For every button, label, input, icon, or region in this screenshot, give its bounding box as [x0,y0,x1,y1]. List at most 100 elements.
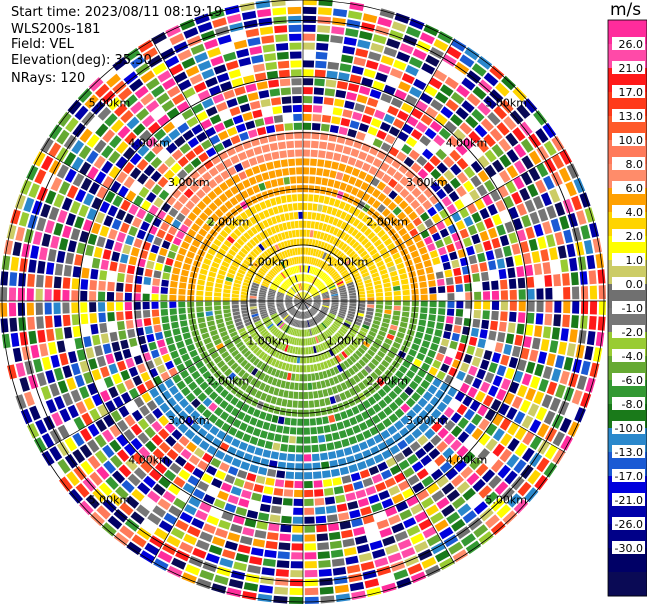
ppi-gate [480,359,490,371]
ppi-gate [281,362,287,370]
ppi-gate [408,348,417,357]
ppi-gate [431,408,442,420]
ppi-gate [559,370,570,385]
ppi-gate [162,490,176,503]
ppi-gate [219,411,230,421]
ppi-gate [278,351,284,360]
ppi-gate [496,388,507,401]
colorbar-tick-label: -1.0 [622,302,643,315]
ppi-gate [392,493,405,504]
ppi-gate [230,486,242,496]
ppi-gate [294,481,303,489]
ppi-gate [184,429,196,440]
ppi-gate [133,396,145,408]
ppi-gate [218,519,231,530]
ppi-gate [488,385,499,397]
ppi-gate [338,310,346,315]
ppi-gate [345,492,357,502]
ppi-gate [226,342,235,350]
ppi-gate [151,434,163,446]
ppi-gate [304,329,307,337]
ppi-gate [341,475,352,484]
ppi-gate [383,313,391,319]
ppi-gate [436,497,450,510]
ppi-gate [588,316,597,330]
ppi-gate [304,302,310,308]
ppi-gate [183,462,196,473]
ppi-gate [152,505,166,518]
ppi-gate [289,382,295,390]
ppi-gate [240,489,252,499]
ppi-gate [282,426,290,434]
ppi-gate [285,335,290,343]
ppi-gate [324,496,336,505]
ppi-gate [299,320,301,328]
ppi-gate [490,521,506,536]
ppi-gate [281,515,292,524]
ppi-gate [460,466,474,479]
ppi-gate [303,311,305,319]
ppi-gate [206,515,220,526]
ppi-gate [270,396,278,405]
ppi-gate [371,502,383,513]
ppi-gate [317,325,323,332]
ppi-gate [554,301,562,313]
ppi-gate [468,365,478,376]
ppi-gate [294,319,298,327]
ppi-gate [303,427,310,435]
ppi-gate [289,427,297,435]
ppi-gate [349,305,357,309]
ppi-gate [260,392,268,401]
ppi-gate [342,324,350,330]
ppi-gate [336,384,343,393]
ppi-gate [282,324,288,331]
ppi-gate [94,434,107,448]
ppi-gate [227,358,236,367]
ppi-gate [262,449,272,458]
ppi-gate [276,341,282,349]
ppi-gate [279,342,285,350]
ppi-gate [491,352,501,364]
ppi-gate [267,468,277,477]
ppi-gate [345,317,353,323]
ppi-gate [231,457,242,468]
ppi-gate [332,567,347,576]
ppi-gate [235,449,245,460]
ppi-gate [332,323,339,329]
ppi-gate [313,327,318,335]
ppi-gate [185,392,196,403]
ppi-gate [534,325,543,338]
ppi-gate [319,310,327,316]
ppi-gate [286,345,291,353]
ppi-gate [256,338,264,346]
ppi-gate [183,375,194,385]
ppi-gate [169,385,179,396]
ppi-gate [332,376,340,384]
ppi-gate [339,308,347,313]
ppi-gate [323,361,329,369]
ppi-gate [329,540,342,549]
ppi-gate [384,338,393,345]
ppi-gate [266,346,273,354]
ppi-gate [475,390,486,403]
ppi-gate [500,354,510,366]
ppi-gate [308,319,312,327]
ppi-gate [488,362,498,374]
ppi-gate [125,458,138,472]
ppi-gate [327,523,340,532]
ppi-gate [195,539,210,551]
ppi-gate [289,587,303,596]
ppi-gate [316,315,322,321]
ppi-gate [202,397,213,407]
ppi-gate [517,481,532,497]
ppi-gate [326,316,333,322]
ppi-gate [546,381,558,396]
ppi-gate [331,386,339,394]
ppi-gate [465,540,482,555]
ppi-gate [112,470,126,484]
ppi-gate [336,332,343,339]
ppi-gate [199,501,212,513]
ppi-gate [524,487,539,503]
ppi-gate [322,332,328,340]
ppi-gate [375,481,387,492]
